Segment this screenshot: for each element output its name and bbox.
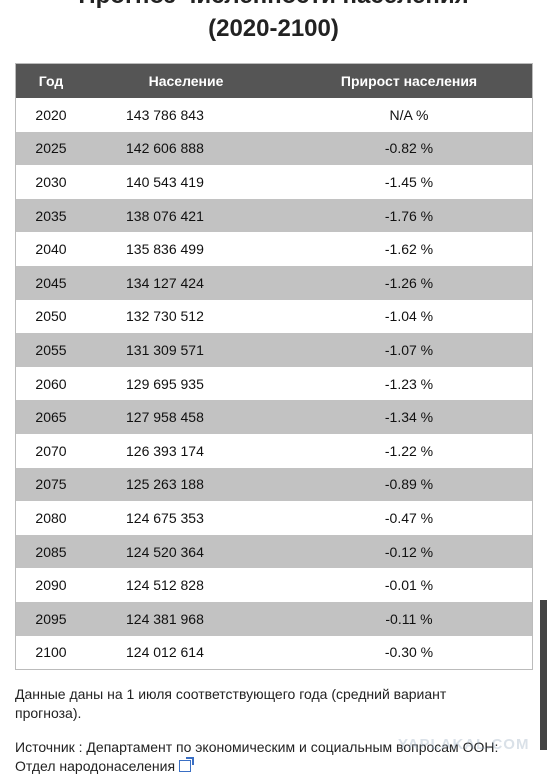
date-note: Данные даны на 1 июля соответствующего г…	[15, 686, 447, 721]
table-cell: 2065	[15, 400, 86, 434]
table-row: 2060 129 695 935 -1.23 %	[15, 366, 533, 401]
table-cell: -0.11 %	[286, 601, 533, 636]
table-cell: 2085	[15, 534, 86, 569]
table-cell: 138 076 421	[86, 198, 286, 233]
table-row: 2020 143 786 843 N/A %	[15, 98, 533, 132]
table-row: 2035 138 076 421 -1.76 %	[15, 198, 533, 233]
table-cell: -1.76 %	[286, 198, 533, 233]
table-cell: 124 675 353	[86, 501, 286, 535]
scrollbar[interactable]	[540, 600, 547, 750]
source-text[interactable]: Источник : Департамент по экономическим …	[15, 739, 499, 774]
table-cell: 124 381 968	[86, 601, 286, 636]
table-cell: 135 836 499	[86, 232, 286, 266]
table-cell: 2090	[15, 568, 86, 602]
table-row: 2030 140 543 419 -1.45 %	[15, 165, 533, 199]
table-cell: 143 786 843	[86, 98, 286, 132]
table-row: 2090 124 512 828 -0.01 %	[15, 568, 533, 602]
table-cell: 2030	[15, 165, 86, 199]
table-cell: 2045	[15, 265, 86, 300]
table-cell: 2050	[15, 299, 86, 334]
header-row: Год Население Прирост населения	[15, 63, 533, 98]
column-header: Год	[15, 63, 86, 98]
table-row: 2025 142 606 888 -0.82 %	[15, 131, 533, 166]
table-cell: -1.45 %	[286, 165, 533, 199]
table-cell: 134 127 424	[86, 265, 286, 300]
table-cell: 2055	[15, 333, 86, 367]
table-cell: 132 730 512	[86, 299, 286, 334]
population-table: Год Население Прирост населения 2020 143 …	[15, 63, 533, 671]
table-cell: -1.34 %	[286, 400, 533, 434]
table-cell: 124 520 364	[86, 534, 286, 569]
table-cell: 2100	[15, 635, 86, 670]
watermark: YAPLAKAL.COM	[398, 736, 530, 753]
subtitle: (2020-2100)	[208, 15, 339, 42]
table-cell: -0.89 %	[286, 467, 533, 502]
table-cell: 2080	[15, 501, 86, 535]
table-row: 2045 134 127 424 -1.26 %	[15, 265, 533, 300]
table-cell: 2040	[15, 232, 86, 266]
table-cell: 2095	[15, 601, 86, 636]
table-cell: 129 695 935	[86, 366, 286, 401]
table-cell: 2025	[15, 131, 86, 166]
table-cell: 125 263 188	[86, 467, 286, 502]
table-row: 2040 135 836 499 -1.62 %	[15, 232, 533, 266]
table-row: 2070 126 393 174 -1.22 %	[15, 433, 533, 468]
table-cell: 2075	[15, 467, 86, 502]
column-header: Население	[86, 63, 286, 98]
table-cell: -0.12 %	[286, 534, 533, 569]
table-row: 2095 124 381 968 -0.11 %	[15, 601, 533, 636]
table-cell: -0.01 %	[286, 568, 533, 602]
table-row: 2055 131 309 571 -1.07 %	[15, 333, 533, 367]
table-cell: 124 012 614	[86, 635, 286, 670]
source-note: Источник : Департамент по экономическим …	[15, 738, 505, 776]
table-cell: N/A %	[286, 98, 533, 132]
table-cell: -0.30 %	[286, 635, 533, 670]
table-cell: -1.22 %	[286, 433, 533, 468]
title: Прогноз численности населения	[0, 0, 547, 10]
table-cell: 142 606 888	[86, 131, 286, 166]
table-cell: -1.04 %	[286, 299, 533, 334]
table-cell: 2070	[15, 433, 86, 468]
column-header: Прирост населения	[286, 63, 533, 98]
table-row: 2080 124 675 353 -0.47 %	[15, 501, 533, 535]
table-cell: 140 543 419	[86, 165, 286, 199]
table-cell: 2020	[15, 98, 86, 132]
table-cell: -0.82 %	[286, 131, 533, 166]
table-cell: -1.62 %	[286, 232, 533, 266]
table-cell: 124 512 828	[86, 568, 286, 602]
table-cell: -1.07 %	[286, 333, 533, 367]
table-cell: 2060	[15, 366, 86, 401]
table-cell: -1.23 %	[286, 366, 533, 401]
table-row: 2075 125 263 188 -0.89 %	[15, 467, 533, 502]
table-cell: 2035	[15, 198, 86, 233]
table-cell: 127 958 458	[86, 400, 286, 434]
table-row: 2050 132 730 512 -1.04 %	[15, 299, 533, 334]
table-cell: -1.26 %	[286, 265, 533, 300]
table-row: 2065 127 958 458 -1.34 %	[15, 400, 533, 434]
table-cell: -0.47 %	[286, 501, 533, 535]
table-cell: 131 309 571	[86, 333, 286, 367]
table-cell: 126 393 174	[86, 433, 286, 468]
external-link-icon[interactable]	[179, 757, 195, 772]
table-row: 2100 124 012 614 -0.30 %	[15, 635, 533, 670]
table-body: 2020 143 786 843 N/A % 2025 142 606 888 -0.82…	[15, 98, 533, 670]
table-row: 2085 124 520 364 -0.12 %	[15, 534, 533, 569]
